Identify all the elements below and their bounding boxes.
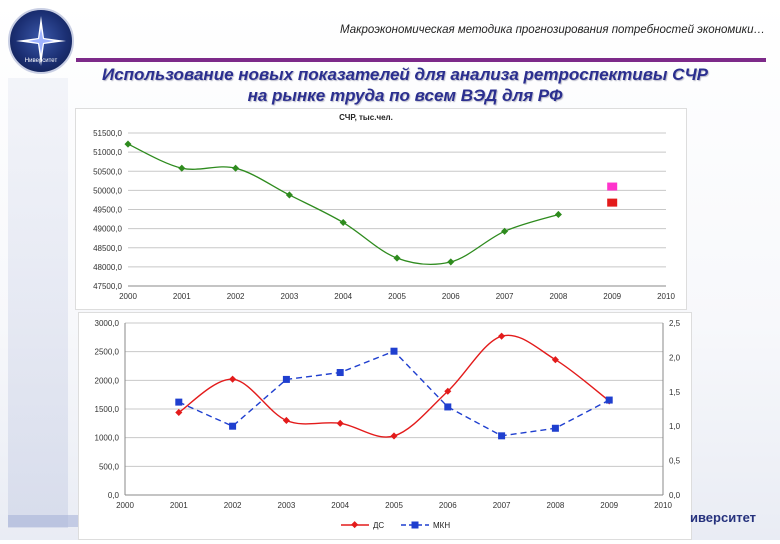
y-left-tick-label: 1000,0: [95, 434, 120, 443]
data-point-schr: [447, 258, 455, 266]
data-point-schr: [124, 140, 132, 148]
data-point-schr: [232, 164, 240, 172]
data-point-mkn: [444, 403, 452, 411]
data-point-schr: [339, 218, 347, 227]
x-tick-label: 2002: [227, 292, 245, 301]
slide-title-line1: Использование новых показателей для анал…: [101, 65, 709, 84]
data-point-schr: [285, 191, 293, 199]
data-point-ds: [390, 432, 398, 440]
y-tick-label: 49000,0: [93, 225, 122, 234]
presentation-subtitle: Макроэкономическая методика прогнозирова…: [340, 24, 765, 36]
data-point-schr: [178, 164, 186, 172]
x-tick-label: 2008: [550, 292, 568, 301]
y-right-tick-label: 0,5: [669, 457, 681, 466]
series-line-mkn: [178, 350, 610, 437]
y-tick-label: 51000,0: [93, 148, 122, 157]
schr-chart-svg: 47500,0 48000,0 48500,0 49000,0 49500,0 50000…: [93, 113, 675, 301]
x-tick-label: 2009: [603, 292, 621, 301]
header-divider: [76, 58, 766, 62]
logo-text: Ниверситет: [25, 58, 58, 64]
data-point-mkn: [498, 432, 506, 440]
data-point-mkn: [605, 396, 613, 404]
data-point-mkn: [551, 424, 559, 432]
y-tick-label: 48500,0: [93, 244, 122, 253]
footer-text: иверситет: [690, 510, 756, 525]
data-point-schr: [554, 210, 562, 219]
x-tick-label: 2006: [439, 501, 457, 510]
y-left-tick-label: 1500,0: [95, 405, 120, 414]
forecast-marker: [607, 198, 618, 207]
x-tick-label: 2005: [388, 292, 406, 301]
legend-marker-ds: [351, 521, 359, 529]
data-point-ds: [336, 419, 344, 427]
left-decor-bar: [8, 78, 68, 528]
y-tick-label: 51500,0: [93, 129, 122, 138]
data-point-mkn: [282, 375, 290, 383]
x-tick-label: 2008: [547, 501, 565, 510]
x-tick-label: 2003: [278, 501, 296, 510]
y-left-tick-label: 3000,0: [95, 319, 120, 328]
data-point-schr: [501, 227, 509, 235]
x-tick-label: 2007: [496, 292, 514, 301]
y-tick-label: 50000,0: [93, 186, 122, 195]
x-tick-label: 2010: [657, 292, 675, 301]
data-point-mkn: [175, 398, 183, 406]
slide-title-line2: на рынке труда по всем ВЭД для РФ: [247, 86, 563, 105]
y-left-tick-label: 0,0: [108, 491, 120, 500]
legend-label: ДС: [373, 521, 384, 530]
legend-label: МКН: [433, 521, 450, 530]
x-tick-label: 2003: [281, 292, 299, 301]
x-tick-label: 2006: [442, 292, 460, 301]
legend-marker-mkn: [411, 521, 419, 529]
y-tick-label: 47500,0: [93, 282, 122, 291]
y-right-tick-label: 1,0: [669, 422, 681, 431]
forecast-marker: [607, 182, 618, 191]
x-tick-label: 2010: [654, 501, 672, 510]
x-tick-label: 2004: [334, 292, 352, 301]
data-point-ds: [229, 375, 237, 383]
y-right-tick-label: 2,5: [669, 319, 681, 328]
x-tick-label: 2000: [119, 292, 137, 301]
x-tick-label: 2005: [385, 501, 403, 510]
slide-title: Использование новых показателей для анал…: [30, 64, 780, 106]
data-point-mkn: [229, 422, 237, 430]
y-left-tick-label: 500,0: [99, 462, 120, 471]
data-point-schr: [393, 254, 401, 262]
ds-mkn-chart-svg: 0,0 500,0 1000,0 1500,0 2000,0 2500,0 3000,0 0,…: [95, 319, 681, 530]
chart-legend: ДС МКН: [341, 521, 450, 530]
series-line-schr: [127, 143, 559, 266]
y-right-tick-label: 0,0: [669, 491, 681, 500]
data-point-ds: [282, 416, 290, 425]
ds-mkn-line-chart: 0,0 500,0 1000,0 1500,0 2000,0 2500,0 3000,0 0,…: [78, 312, 692, 540]
y-tick-label: 48000,0: [93, 263, 122, 272]
data-point-ds: [498, 332, 506, 340]
chart-title: СЧР, тыс.чел.: [339, 113, 393, 122]
schr-line-chart: 47500,0 48000,0 48500,0 49000,0 49500,0 50000…: [75, 108, 687, 310]
data-point-mkn: [390, 347, 398, 355]
data-point-ds: [175, 408, 183, 416]
data-point-ds: [551, 356, 559, 364]
y-left-tick-label: 2000,0: [95, 376, 120, 385]
x-tick-label: 2009: [600, 501, 618, 510]
x-tick-label: 2001: [173, 292, 191, 301]
y-tick-label: 49500,0: [93, 206, 122, 215]
x-tick-label: 2001: [170, 501, 188, 510]
x-tick-label: 2007: [493, 501, 511, 510]
y-right-tick-label: 2,0: [669, 353, 681, 362]
y-right-tick-label: 1,5: [669, 388, 681, 397]
x-tick-label: 2000: [116, 501, 134, 510]
x-tick-label: 2004: [331, 501, 349, 510]
university-logo: Ниверситет: [8, 8, 74, 74]
data-point-mkn: [336, 369, 344, 377]
data-point-ds: [444, 387, 452, 395]
y-left-tick-label: 2500,0: [95, 348, 120, 357]
y-tick-label: 50500,0: [93, 167, 122, 176]
x-tick-label: 2002: [224, 501, 242, 510]
